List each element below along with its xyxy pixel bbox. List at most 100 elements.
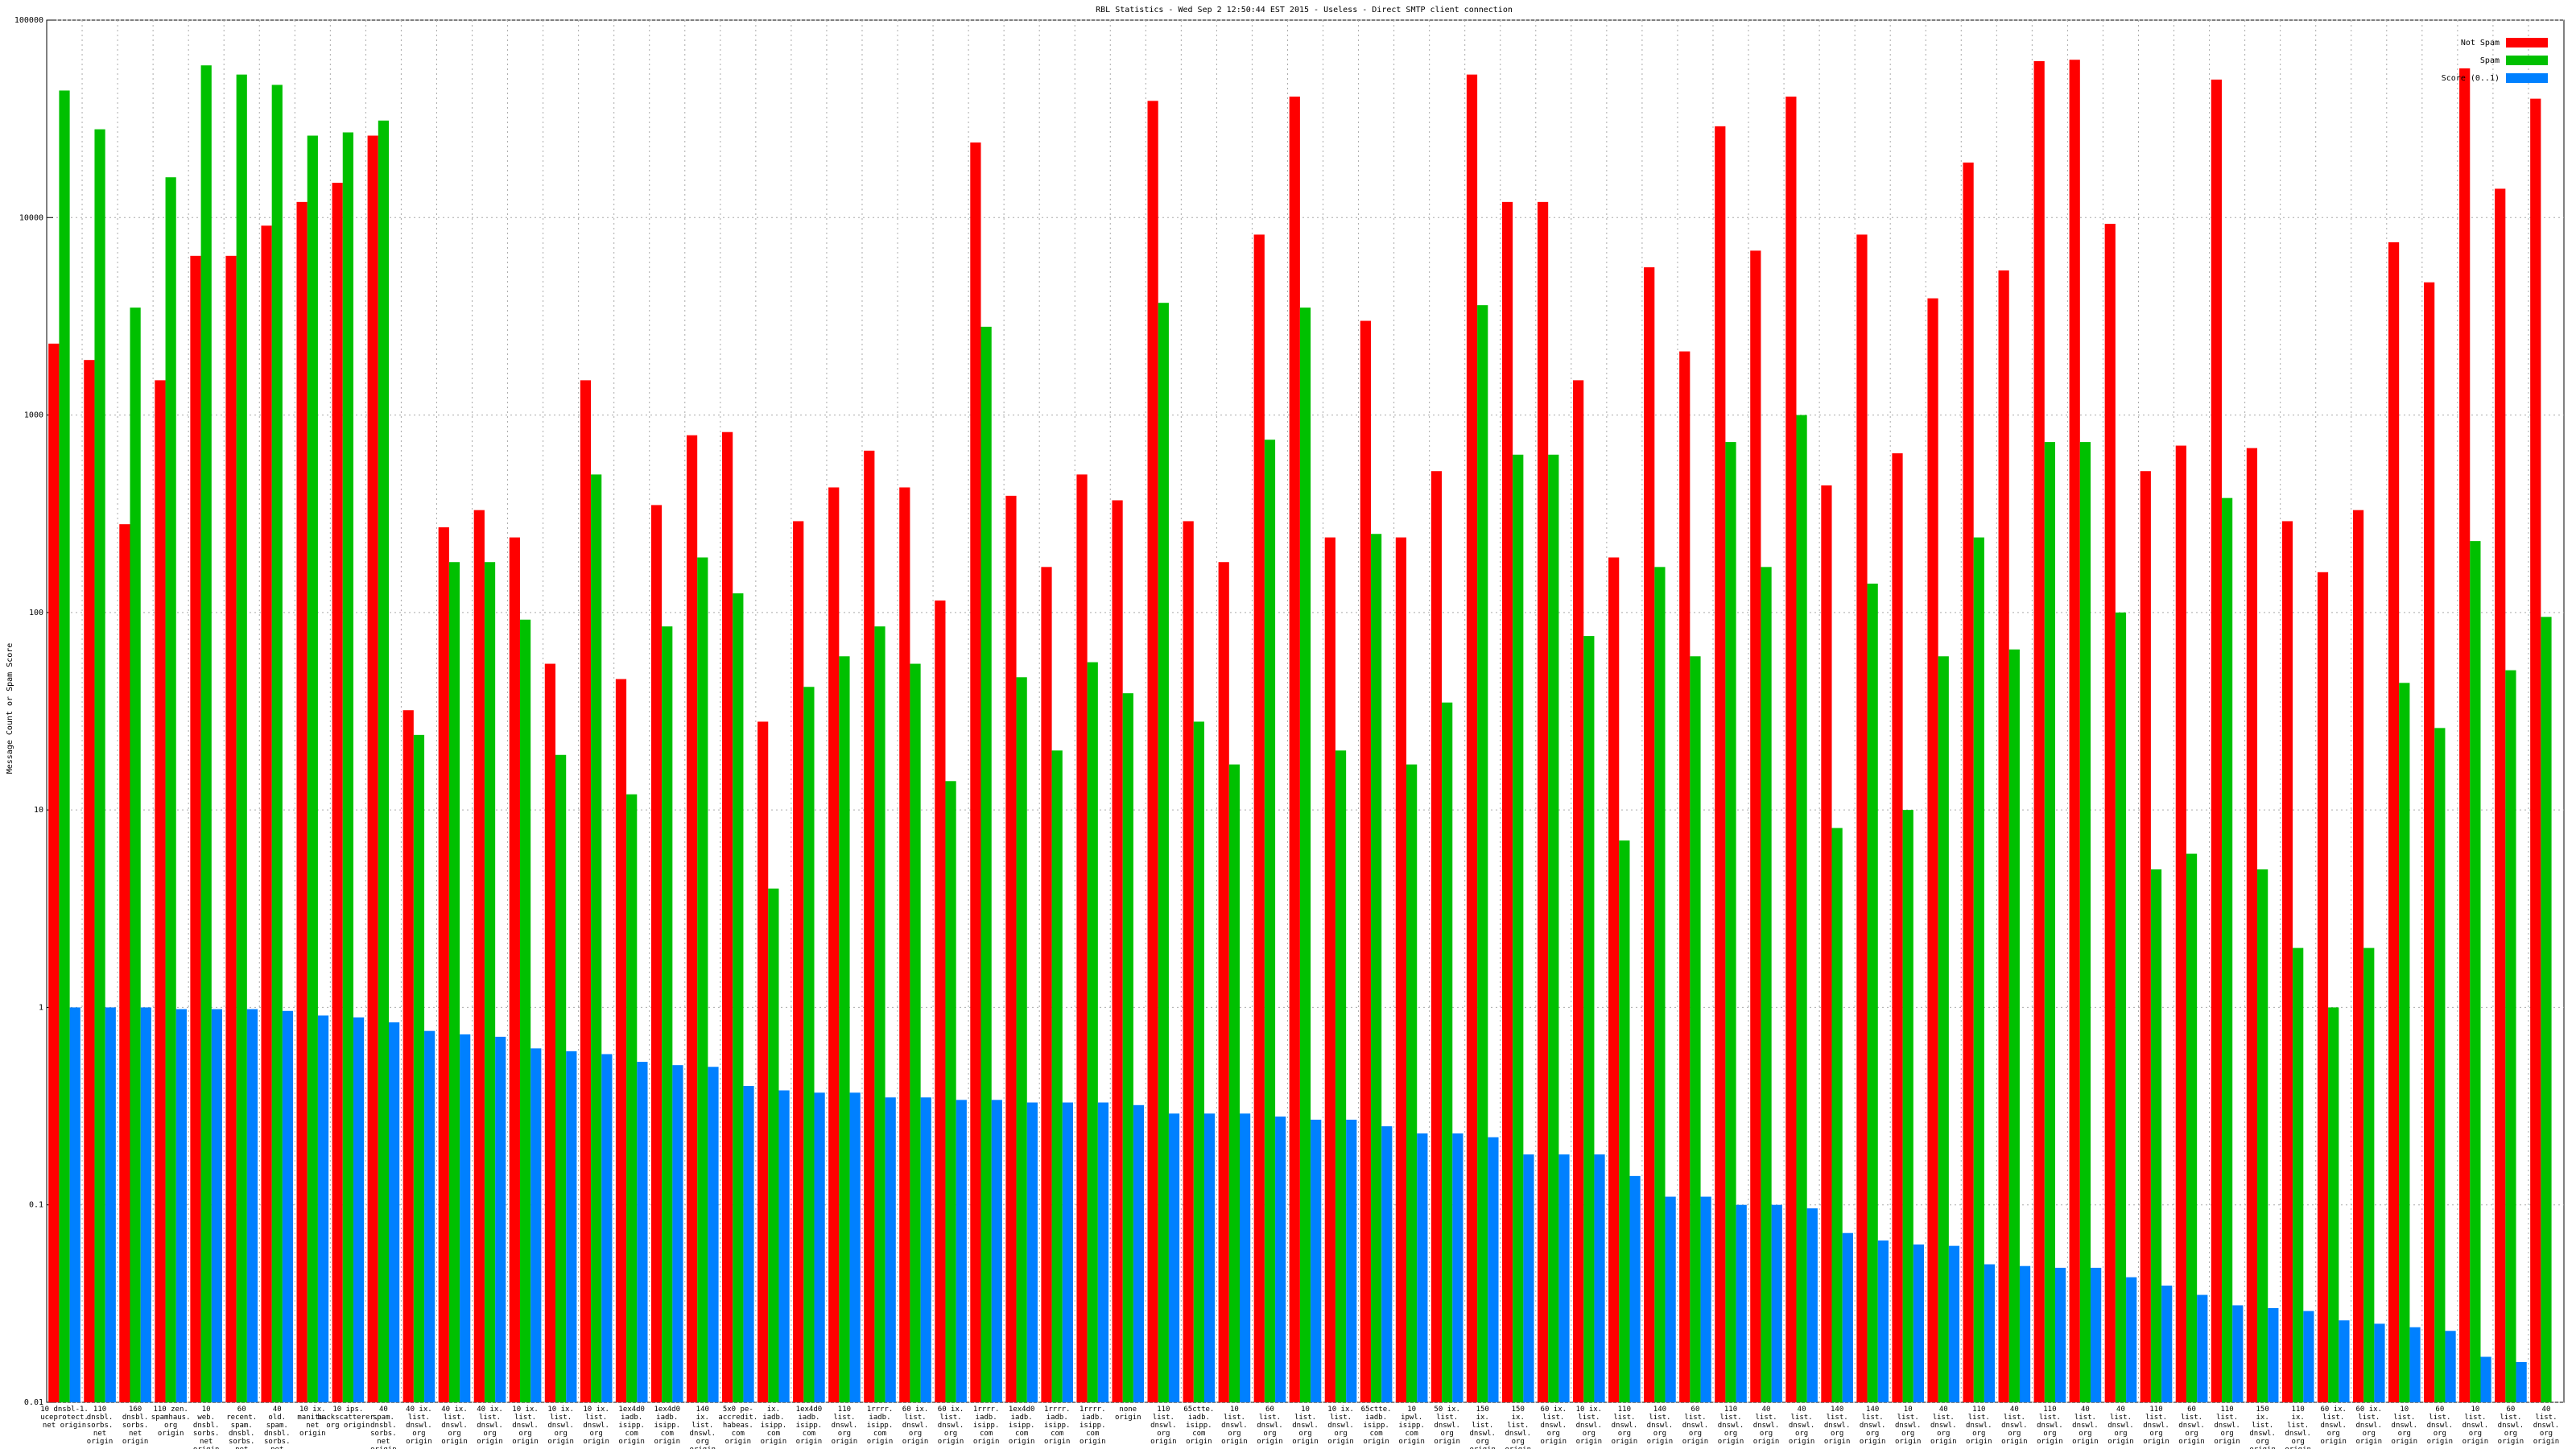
bar	[1311, 1119, 1322, 1402]
bar	[1076, 474, 1088, 1402]
bar	[2530, 98, 2541, 1402]
bar	[1644, 267, 1655, 1402]
bar	[945, 781, 956, 1402]
bar	[1158, 303, 1169, 1402]
x-tick-label: 65ctte. iadb. isipp. com origin	[1183, 1406, 1215, 1446]
bar	[2150, 869, 2162, 1402]
x-tick-label: 40 old. spam. dnsbl. sorbs. net origin	[264, 1406, 291, 1449]
bar	[1183, 521, 1194, 1402]
bar	[165, 177, 176, 1402]
x-tick-label: 110 list. dnswl. org origin	[2037, 1406, 2063, 1446]
x-tick-label: 60 list. dnswl. org origin	[2426, 1406, 2454, 1446]
bar	[1168, 1113, 1180, 1402]
x-tick-label: 10 list. dnswl. org origin	[2462, 1406, 2489, 1446]
bar	[885, 1097, 896, 1402]
x-tick-label: 110 list. dnswl. org origin	[1717, 1406, 1744, 1446]
bar	[778, 1090, 790, 1402]
bar	[307, 135, 318, 1403]
bar	[1228, 764, 1241, 1402]
bar	[1417, 1133, 1428, 1402]
bar	[849, 1092, 861, 1402]
bar	[1948, 1245, 1960, 1402]
x-tick-label: 10 web. dnsbl. sorbs. net origin	[192, 1406, 220, 1449]
bar	[2374, 1323, 2385, 1402]
x-tick-label: 10 dnsbl-1. uceprotect. net origin	[40, 1406, 89, 1430]
bar	[1051, 750, 1063, 1402]
bar	[1430, 471, 1443, 1403]
x-tick-label: 10 ips. backscatterer. org origin	[317, 1406, 379, 1430]
bar	[282, 1010, 294, 1402]
bar	[1466, 74, 1478, 1402]
x-tick-label: 110 list. dnswl. org origin	[1611, 1406, 1638, 1446]
bar	[2303, 1311, 2314, 1402]
x-tick-label: 10 list. dnswl. org origin	[1292, 1406, 1319, 1446]
bar	[1016, 677, 1027, 1402]
bar	[793, 521, 804, 1402]
x-tick-label: 1rrrr. iadb. isipp. com origin	[1079, 1406, 1106, 1446]
bar	[1264, 440, 1276, 1403]
bar	[175, 1009, 187, 1402]
x-tick-label: 60 ix. list. dnswl. org origin	[2355, 1406, 2383, 1446]
chart-title: RBL Statistics - Wed Sep 2 12:50:44 EST …	[1096, 6, 1513, 14]
bar	[1442, 702, 1453, 1402]
bar	[1395, 537, 1407, 1403]
bar	[2495, 188, 2506, 1402]
bar	[2434, 728, 2446, 1402]
legend-label: Score (0..1)	[2442, 74, 2500, 83]
x-tick-label: 150 ix. list. dnswl. org origin	[1469, 1406, 1496, 1449]
bar	[672, 1065, 683, 1402]
bar	[296, 201, 308, 1403]
bar	[1087, 662, 1098, 1402]
x-tick-label: 60 list. dnswl. org origin	[1257, 1406, 1283, 1446]
bar	[991, 1100, 1002, 1402]
x-tick-label: 60 ix. list. dnswl. org origin	[937, 1406, 964, 1446]
x-tick-label: 40 ix. list. dnswl. org origin	[441, 1406, 468, 1446]
bar	[484, 562, 496, 1402]
bar	[1573, 380, 1584, 1402]
bar	[2470, 541, 2481, 1402]
legend-swatch	[2506, 38, 2548, 47]
bar	[1665, 1196, 1676, 1402]
bar	[1218, 562, 1229, 1402]
bar	[1725, 442, 1736, 1402]
x-tick-label: 40 ix. list. dnswl. org origin	[406, 1406, 432, 1446]
bar	[1938, 656, 1949, 1402]
x-tick-label: 40 list. dnswl. org origin	[1788, 1406, 1815, 1446]
bar	[1583, 636, 1595, 1402]
x-tick-label: 60 ix. list. dnswl. org origin	[902, 1406, 929, 1446]
bar	[402, 710, 414, 1402]
x-tick-label: 110 list. dnswl. org origin	[2214, 1406, 2240, 1446]
x-tick-label: 60 list. dnswl. org origin	[1682, 1406, 1709, 1446]
x-tick-label: 65ctte. iadb. isipp. com origin	[1360, 1406, 1392, 1446]
x-tick-label: 40 list. dnswl. org origin	[2533, 1406, 2560, 1446]
legend-label: Spam	[2480, 56, 2500, 65]
bar	[1736, 1204, 1747, 1402]
bar	[2541, 617, 2552, 1402]
bar	[1785, 96, 1797, 1402]
x-tick-label: 50 ix. list. dnswl. org origin	[1434, 1406, 1460, 1446]
y-tick-label: 0.1	[29, 1201, 43, 1210]
bar	[2339, 1320, 2350, 1402]
bar	[1750, 250, 1761, 1402]
x-tick-label: 10 ix. list. dnswl. org origin	[583, 1406, 609, 1446]
y-tick-label: 10	[34, 806, 43, 815]
bar	[1370, 534, 1382, 1402]
bar	[803, 687, 815, 1402]
x-tick-label: 60 list. dnswl. org origin	[2178, 1406, 2205, 1446]
bar	[2505, 670, 2516, 1402]
x-tick-label: 140 list. dnswl. org origin	[1823, 1406, 1851, 1446]
y-tick-label: 1000	[24, 411, 43, 420]
bar	[271, 85, 283, 1403]
bar	[626, 794, 638, 1402]
bar	[1679, 351, 1690, 1402]
bar	[956, 1100, 967, 1402]
x-tick-label: 60 ix. list. dnswl. org origin	[1540, 1406, 1567, 1446]
x-tick-label: 1rrrr. iadb. isipp. com origin	[1043, 1406, 1071, 1446]
bar	[519, 619, 531, 1402]
x-tick-label: ix. iadb. isipp. com origin	[760, 1406, 787, 1446]
bar	[473, 510, 485, 1402]
bar	[332, 183, 343, 1403]
x-tick-label: 40 spam. dnsbl. sorbs. net origin	[370, 1406, 397, 1449]
